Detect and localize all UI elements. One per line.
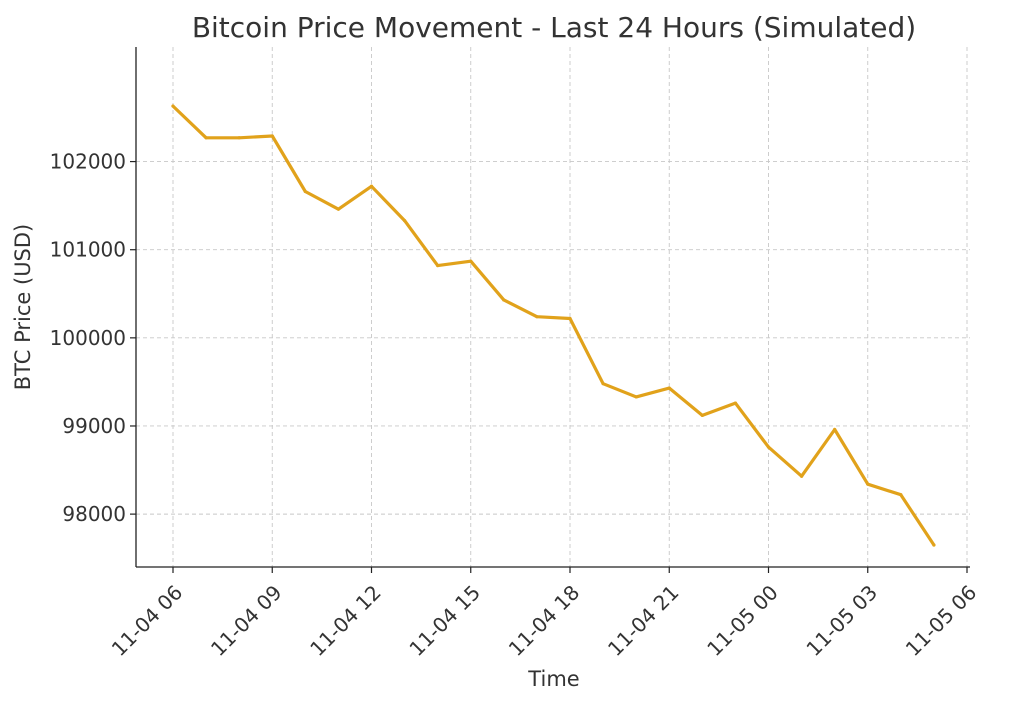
y-tick-label: 99000	[62, 414, 126, 438]
data-point	[568, 316, 572, 321]
x-tick-label: 11-05 06	[901, 580, 982, 661]
x-tick-label: 11-04 15	[404, 580, 485, 661]
x-tick-label: 11-05 00	[702, 580, 783, 661]
y-tick-label: 102000	[50, 150, 126, 174]
y-tick-label: 98000	[62, 502, 126, 526]
x-tick-label: 11-04 18	[504, 580, 585, 661]
series-layer	[171, 104, 936, 547]
data-point	[899, 493, 903, 497]
data-point	[932, 543, 936, 547]
axis-layer	[135, 47, 970, 568]
data-point	[270, 134, 274, 138]
data-point	[667, 386, 671, 390]
data-point	[601, 382, 605, 386]
price-series-line	[171, 104, 936, 547]
data-point	[237, 136, 241, 140]
grid-layer	[136, 47, 970, 567]
data-point	[336, 207, 341, 211]
data-point	[634, 395, 638, 399]
x-tick-label: 11-05 03	[801, 580, 882, 661]
y-tick-label: 100000	[50, 326, 126, 350]
data-point	[369, 184, 374, 188]
x-tick-label: 11-04 21	[603, 580, 684, 661]
y-axis-label: BTC Price (USD)	[11, 224, 35, 391]
data-point	[833, 427, 837, 432]
data-point	[766, 445, 771, 449]
data-point	[204, 136, 208, 140]
data-point	[700, 413, 704, 418]
y-tick-label: 101000	[50, 238, 126, 262]
data-point	[303, 189, 307, 194]
x-tick-label: 11-04 09	[206, 580, 287, 661]
chart-title: Bitcoin Price Movement - Last 24 Hours (…	[192, 11, 916, 44]
x-tick-label: 11-04 12	[305, 580, 386, 661]
x-tick-label: 11-04 06	[107, 580, 188, 661]
data-point	[171, 104, 175, 108]
x-axis-label: Time	[527, 667, 579, 691]
data-point	[469, 259, 473, 263]
data-point	[535, 315, 539, 319]
data-point	[502, 298, 506, 302]
data-point	[402, 219, 407, 223]
data-point	[733, 401, 738, 405]
data-point	[866, 482, 870, 486]
data-point	[436, 263, 440, 268]
data-point	[799, 474, 804, 478]
